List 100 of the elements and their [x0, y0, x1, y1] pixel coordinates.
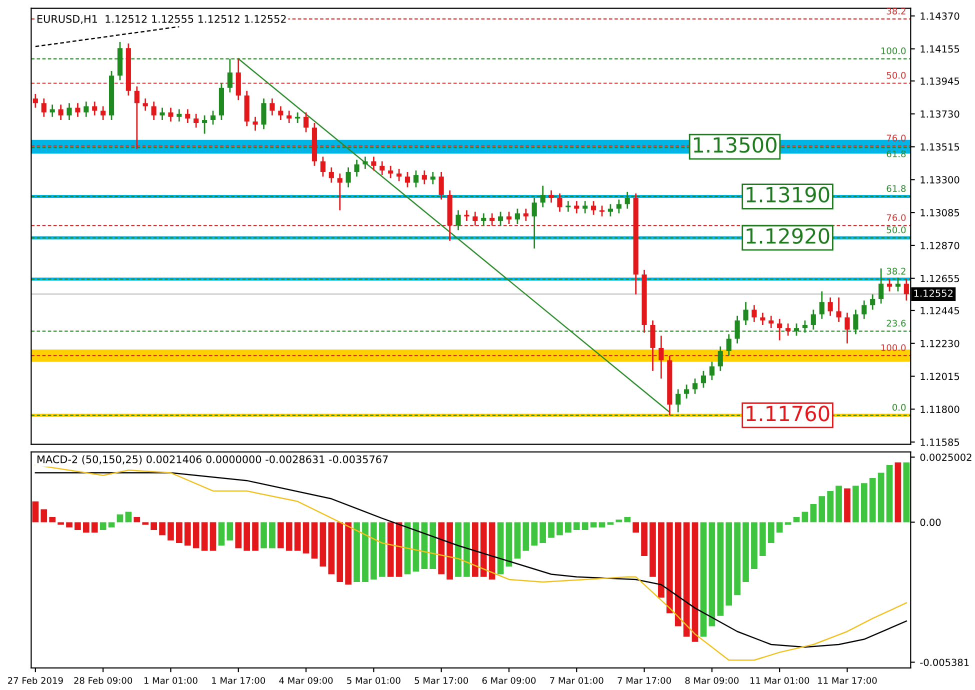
bar: [802, 512, 808, 522]
candlestick: [692, 378, 698, 395]
candlestick: [328, 166, 334, 184]
bar: [438, 522, 444, 574]
candlestick: [295, 112, 300, 124]
bar: [616, 520, 622, 522]
candlestick: [160, 107, 165, 121]
bar: [91, 522, 98, 533]
y-tick-label: 1.12445: [920, 306, 960, 314]
bar: [641, 522, 648, 556]
bar: [82, 522, 90, 533]
x-tick-label: 5 Mar 17:00: [414, 677, 468, 684]
bar: [878, 472, 884, 522]
bar: [565, 522, 572, 533]
bar: [650, 522, 656, 577]
candlestick: [270, 98, 275, 116]
bar: [108, 522, 115, 528]
bar: [556, 522, 563, 536]
candlestick: [134, 86, 140, 150]
bar: [472, 522, 478, 577]
y-tick-label: 0.00: [920, 518, 941, 526]
bar: [446, 522, 453, 580]
candlestick: [66, 102, 72, 121]
candlestick: [608, 203, 613, 218]
bar: [860, 483, 868, 522]
candlestick: [404, 171, 410, 188]
candlestick: [456, 210, 461, 231]
candlestick: [591, 200, 596, 216]
candlestick: [32, 93, 38, 108]
candlestick: [252, 116, 258, 132]
y-tick-label: 1.13085: [920, 209, 960, 216]
candlestick: [523, 208, 528, 222]
candlestick: [100, 106, 106, 121]
candlestick: [768, 315, 774, 329]
candlestick: [472, 211, 478, 226]
bar: [531, 522, 538, 546]
candlestick: [371, 156, 376, 172]
bar: [514, 522, 521, 559]
bar: [768, 522, 774, 544]
bar: [784, 522, 792, 525]
annotation: 61.8: [886, 185, 906, 192]
bar: [328, 522, 335, 574]
bar: [370, 522, 377, 580]
candlestick: [599, 204, 605, 218]
x-tick-label: 11 Mar 01:00: [750, 677, 810, 684]
candlestick: [354, 159, 360, 178]
candlestick: [92, 100, 98, 116]
bar: [387, 522, 394, 577]
candlestick: [819, 290, 824, 320]
bar: [134, 517, 140, 522]
bar: [852, 486, 859, 522]
bar: [548, 522, 554, 538]
bar: [666, 522, 673, 614]
bar: [269, 522, 276, 548]
candlestick: [261, 98, 266, 130]
bar: [396, 522, 402, 577]
candlestick: [168, 107, 174, 122]
bar: [903, 462, 910, 522]
candlestick: [210, 110, 216, 126]
y-tick-label: 1.12015: [920, 372, 960, 380]
annotation: 100.0: [881, 47, 906, 54]
bar: [742, 522, 749, 582]
candlestick: [438, 171, 444, 200]
bar: [776, 522, 783, 533]
x-tick-label: 27 Feb 2019: [8, 676, 63, 684]
bar: [573, 522, 580, 530]
bar: [74, 522, 81, 530]
y-tick-label: 1.12230: [920, 340, 960, 348]
bar: [540, 522, 546, 544]
bar: [522, 522, 530, 551]
band-label: 1.12920: [746, 228, 830, 244]
bar: [683, 522, 690, 637]
bar: [717, 522, 724, 616]
candlestick: [464, 210, 470, 222]
candlestick: [185, 108, 190, 124]
bar: [362, 522, 368, 582]
bar: [624, 517, 631, 522]
candlestick: [718, 346, 723, 372]
bar: [894, 462, 902, 522]
bar: [412, 522, 420, 572]
x-tick-label: 7 Mar 17:00: [618, 677, 671, 684]
text: EURUSD,H1 1.12512 1.12555 1.12512 1.12552: [38, 15, 286, 24]
x-tick-label: 8 Mar 09:00: [685, 677, 739, 684]
candlestick: [676, 388, 681, 413]
candlestick: [75, 102, 80, 118]
candlestick: [828, 296, 833, 317]
annotation: 76.0: [886, 134, 906, 142]
x-tick-label: 11 Mar 17:00: [818, 677, 877, 684]
candlestick: [574, 200, 580, 214]
candlestick: [362, 156, 368, 170]
bar: [607, 522, 614, 525]
candlestick: [151, 100, 156, 121]
y-tick-label: -0.005381: [920, 658, 969, 666]
bar: [286, 522, 292, 551]
bar: [210, 522, 216, 551]
x-tick-label: 7 Mar 01:00: [550, 677, 604, 684]
bar: [311, 522, 318, 559]
band-label: 1.11760: [746, 406, 830, 422]
bar: [294, 522, 301, 551]
bar: [252, 522, 258, 551]
